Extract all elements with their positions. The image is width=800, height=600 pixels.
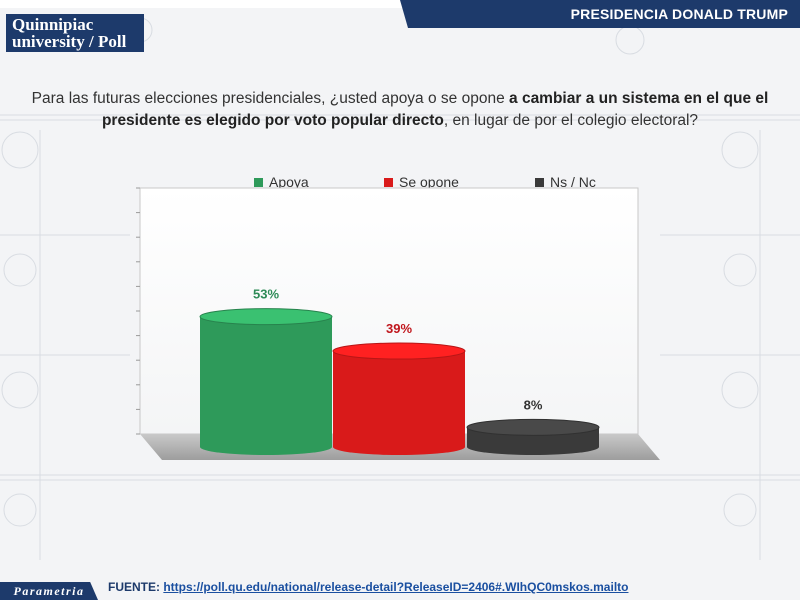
question-part1: Para las futuras elecciones presidencial…	[31, 90, 510, 107]
y-axis-ticks	[136, 187, 140, 435]
bar-apoya: 53%	[199, 287, 333, 455]
data-label-apoya: 53%	[253, 287, 279, 302]
chart-legend: Apoya Se opone Ns / Nc	[0, 174, 800, 190]
top-strip	[0, 0, 800, 8]
legend-label-ns-nc: Ns / Nc	[550, 174, 596, 190]
bar-ns-nc: 8%	[466, 397, 600, 455]
logo-line3: Poll	[97, 32, 127, 51]
data-label-se-opone: 39%	[386, 321, 412, 336]
bar-se-opone: 39%	[332, 321, 466, 455]
bar-top-se-opone	[332, 342, 466, 360]
logo-line2: university	[12, 32, 85, 51]
legend-swatch-ns-nc	[535, 177, 544, 187]
legend-item-ns-nc: Ns / Nc	[535, 174, 596, 190]
source-label: FUENTE:	[108, 580, 164, 594]
legend-item-apoya: Apoya	[254, 174, 309, 190]
source-text: FUENTE: https://poll.qu.edu/national/rel…	[108, 580, 628, 594]
legend-item-se-opone: Se opone	[384, 174, 459, 190]
footer: Parametria FUENTE: https://poll.qu.edu/n…	[0, 578, 800, 600]
legend-swatch-se-opone	[384, 177, 393, 187]
data-label-ns-nc: 8%	[524, 397, 543, 412]
bar-top-ns-nc	[466, 418, 600, 436]
bar-body-apoya	[200, 316, 332, 455]
legend-label-se-opone: Se opone	[399, 174, 459, 190]
bar-top-apoya	[199, 308, 333, 326]
header-title: PRESIDENCIA DONALD TRUMP	[570, 6, 788, 22]
logo-line1: Quinnipiac	[12, 15, 94, 34]
survey-question: Para las futuras elecciones presidencial…	[30, 88, 770, 132]
header-band: PRESIDENCIA DONALD TRUMP	[400, 0, 800, 28]
parametria-badge: Parametria	[0, 582, 98, 600]
legend-swatch-apoya	[254, 177, 263, 187]
question-part2: , en lugar de por el colegio electoral?	[443, 112, 699, 129]
quinnipiac-logo: Quinnipiac university / Poll	[6, 14, 144, 52]
bar-body-se-opone	[333, 351, 465, 455]
source-link[interactable]: https://poll.qu.edu/national/release-det…	[163, 580, 629, 594]
legend-label-apoya: Apoya	[269, 174, 309, 190]
question-bold: a cambiar a un sistema en el que el pres…	[101, 90, 769, 129]
